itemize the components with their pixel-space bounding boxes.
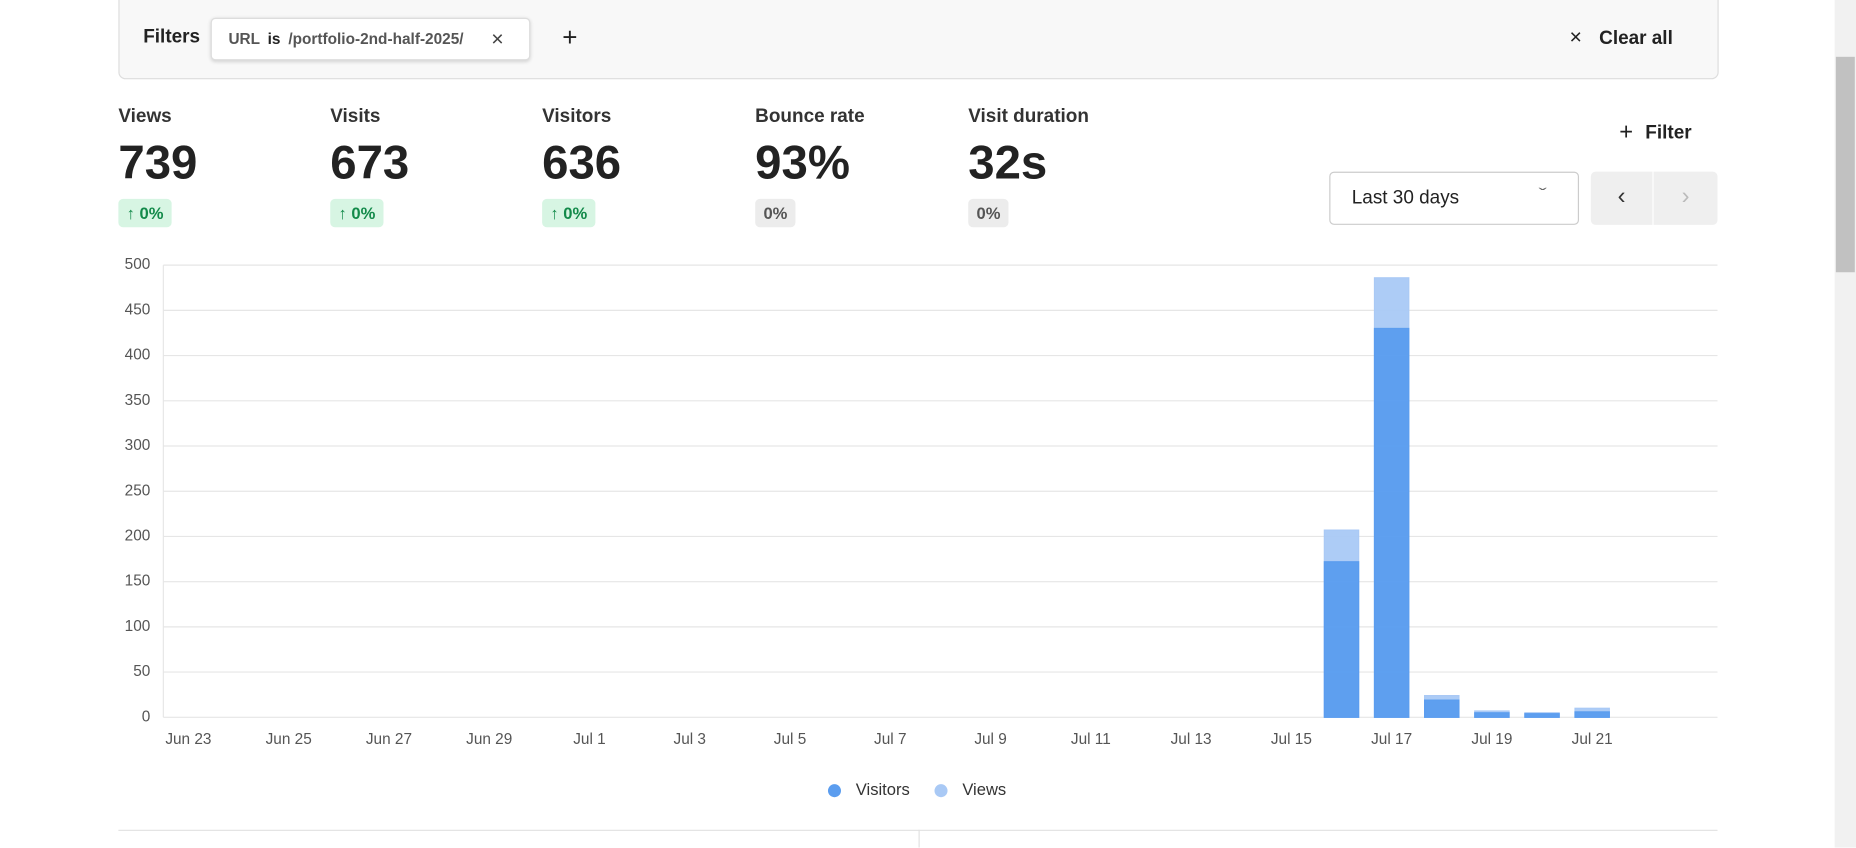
bar [1574,711,1610,718]
filter-button[interactable]: Filter [1645,123,1692,144]
change-value: 0% [139,203,164,223]
metric-value: 739 [118,137,198,190]
metric-change: 0% [968,198,1009,228]
metric-change: ↑ 0% [330,198,384,228]
filter-operator: is [267,29,281,48]
date-range: Last 30 days [1351,188,1460,209]
x-tick-label: Jul 17 [1371,731,1412,748]
metric-label: Visitors [542,106,612,127]
y-tick-label: 500 [125,256,151,273]
metric-change: ↑ 0% [542,198,596,228]
prev-button[interactable]: ‹ [1590,171,1653,225]
x-tick-label: Jul 13 [1171,731,1212,748]
x-tick-label: Jul 9 [974,731,1006,748]
up-arrow: ↑ [338,203,352,223]
metric-value: 673 [330,137,410,190]
filter-chip[interactable]: URL is /portfolio-2nd-half-2025/ × [210,17,531,61]
bar [1424,699,1460,718]
x-tick-label: Jul 11 [1071,731,1111,748]
filters-label: Filters [143,27,201,48]
clear-icon[interactable]: × [1569,24,1582,49]
add-filter[interactable]: + [562,22,578,53]
change-value: 0% [763,203,788,223]
change-value: 0% [351,203,376,223]
clear-all[interactable]: Clear all [1599,28,1673,49]
filter-icon[interactable]: + [1619,119,1634,146]
y-tick-label: 400 [125,347,151,364]
bar [1373,327,1410,718]
dropdown-icon: ˇ [1538,184,1547,204]
metric-value: 93% [755,137,850,190]
divider [118,829,1718,831]
y-tick-label: 150 [125,573,151,590]
y-tick-label: 200 [125,528,151,545]
x-tick-label: Jun 29 [466,731,512,748]
remove-filter[interactable]: × [491,27,504,51]
date-select[interactable]: Last 30 days ˇ [1329,171,1580,225]
x-tick-label: Jun 27 [366,731,412,748]
x-tick-label: Jul 1 [573,731,605,748]
metric-value: 32s [968,137,1048,190]
scrollbar-thumb[interactable] [1835,56,1855,273]
chart: 0 50 100 150 200 250 300 350 400 450 500 Jun 23 Jun … [125,256,1718,799]
filter-field: URL [228,29,260,48]
legend-label: Visitors [856,780,910,799]
bar [1323,561,1360,718]
x-tick-label: Jun 25 [266,731,312,748]
legend-marker [827,784,841,798]
y-tick-label: 250 [125,482,151,499]
y-tick-label: 300 [125,437,151,454]
next-button[interactable]: › [1653,171,1718,225]
metric-label: Bounce rate [755,106,865,127]
x-tick-label: Jul 19 [1471,731,1512,748]
y-tick-label: 100 [125,618,151,635]
y-tick-label: 50 [133,663,150,680]
x-tick-label: Jul 7 [874,731,906,748]
metric-label: Visits [330,106,381,127]
y-tick-label: 450 [125,301,151,318]
metric-label: Visit duration [968,106,1089,127]
metric-label: Views [118,106,172,127]
up-arrow: ↑ [550,203,564,223]
x-tick-label: Jun 23 [165,731,211,748]
x-tick-label: Jul 3 [674,731,706,748]
y-tick-label: 350 [125,392,151,409]
up-arrow: ↑ [126,203,140,223]
x-tick-label: Jul 5 [774,731,806,748]
metric-value: 636 [542,137,622,190]
bar [1524,713,1560,718]
filter-value: /portfolio-2nd-half-2025/ [288,29,464,48]
bar [1474,712,1510,718]
legend-marker [934,784,948,798]
divider [918,829,920,848]
change-value: 0% [976,203,1001,223]
metric-change: ↑ 0% [118,198,172,228]
change-value: 0% [563,203,588,223]
metric-change: 0% [755,198,796,228]
y-tick-label: 0 [142,708,151,725]
x-tick-label: Jul 21 [1572,731,1613,748]
legend-label: Views [962,780,1006,799]
x-tick-label: Jul 15 [1271,731,1312,748]
